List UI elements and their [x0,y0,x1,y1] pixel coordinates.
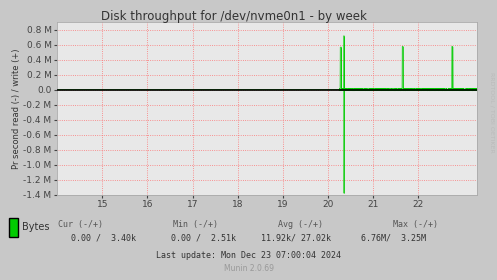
Text: Cur (-/+)              Min (-/+)            Avg (-/+)              Max (-/+): Cur (-/+) Min (-/+) Avg (-/+) Max (-/+) [59,220,438,229]
Text: Disk throughput for /dev/nvme0n1 - by week: Disk throughput for /dev/nvme0n1 - by we… [101,10,366,23]
Text: Bytes: Bytes [22,222,50,232]
Text: 0.00 /  3.40k       0.00 /  2.51k     11.92k/ 27.02k      6.76M/  3.25M: 0.00 / 3.40k 0.00 / 2.51k 11.92k/ 27.02k… [71,234,426,243]
Text: Last update: Mon Dec 23 07:00:04 2024: Last update: Mon Dec 23 07:00:04 2024 [156,251,341,260]
Text: Munin 2.0.69: Munin 2.0.69 [224,264,273,273]
Text: RRDTOOL / TOBI OETIKER: RRDTOOL / TOBI OETIKER [490,72,495,152]
Y-axis label: Pr second read (-) / write (+): Pr second read (-) / write (+) [11,48,20,169]
